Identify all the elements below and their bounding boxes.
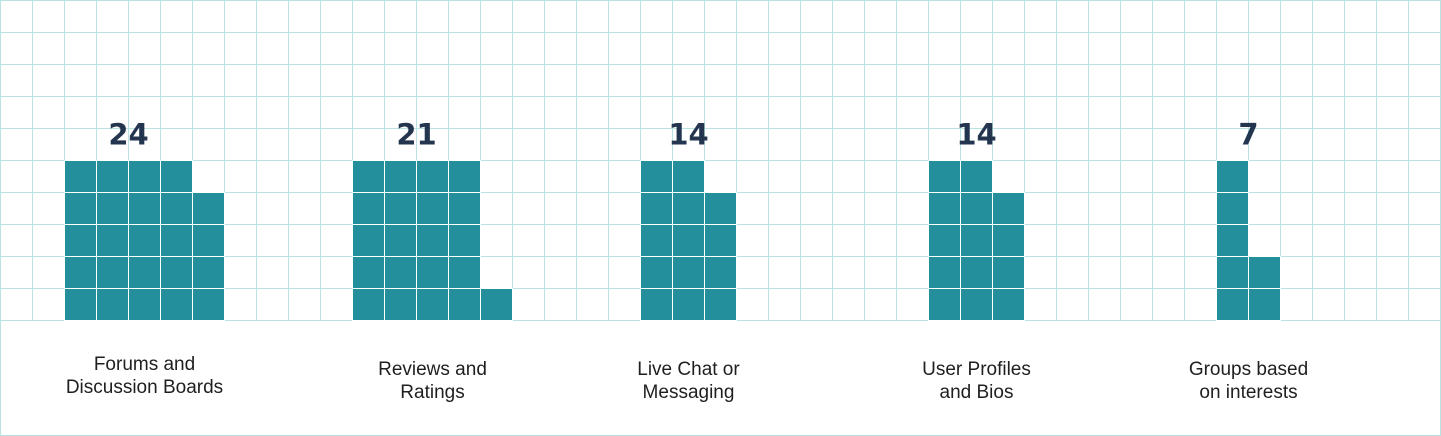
category-label-line: Live Chat or xyxy=(637,359,740,380)
bar-column xyxy=(96,160,129,321)
bar-cell xyxy=(448,160,481,193)
category-label: Groups based on interests xyxy=(1189,359,1308,403)
bar-column xyxy=(128,160,161,321)
bar-column xyxy=(416,160,449,321)
category-label: Reviews and Ratings xyxy=(378,359,487,403)
bar-cell xyxy=(192,192,225,225)
category-label: Forums and Discussion Boards xyxy=(66,354,223,398)
labels: 24 Forums and Discussion Boards 21 Reviews a… xyxy=(66,118,1308,404)
bar-column xyxy=(64,160,97,321)
value-label: 24 xyxy=(108,118,148,152)
bar-cell xyxy=(992,192,1025,225)
category-label-line: Reviews and xyxy=(378,359,487,380)
bar-column xyxy=(672,160,705,321)
bar-column xyxy=(448,160,481,321)
value-label: 14 xyxy=(668,118,708,152)
value-label: 7 xyxy=(1238,118,1258,152)
bar-column xyxy=(160,160,193,321)
bar-group xyxy=(64,160,225,321)
bar-column xyxy=(960,160,993,321)
category-label-line: Groups based xyxy=(1189,359,1308,380)
bar-cell xyxy=(672,160,705,193)
bars xyxy=(64,160,1281,321)
category-label-line: and Bios xyxy=(940,382,1014,403)
category-label-line: Discussion Boards xyxy=(66,377,223,398)
bar-column xyxy=(384,160,417,321)
bar-group xyxy=(640,160,737,321)
bar-cell xyxy=(704,192,737,225)
category-label-line: Messaging xyxy=(643,382,735,403)
bar-column xyxy=(352,160,385,321)
bar-column xyxy=(480,288,513,321)
bar-cell xyxy=(1216,160,1249,193)
bar-group xyxy=(1216,160,1281,321)
bar-column xyxy=(1216,160,1249,321)
bar-group xyxy=(928,160,1025,321)
category-label-line: on interests xyxy=(1199,382,1297,403)
value-label: 21 xyxy=(396,118,436,152)
category-label-line: Ratings xyxy=(400,382,464,403)
bar-cell xyxy=(160,160,193,193)
bar-column xyxy=(640,160,673,321)
category-label-line: Forums and xyxy=(94,354,195,375)
bar-column xyxy=(928,160,961,321)
category-label: User Profiles and Bios xyxy=(922,359,1031,403)
bar-group xyxy=(352,160,513,321)
category-label: Live Chat or Messaging xyxy=(637,359,740,403)
bar-cell xyxy=(1248,256,1281,289)
category-label-line: User Profiles xyxy=(922,359,1031,380)
bar-cell xyxy=(480,288,513,321)
value-label: 14 xyxy=(956,118,996,152)
bar-cell xyxy=(960,160,993,193)
